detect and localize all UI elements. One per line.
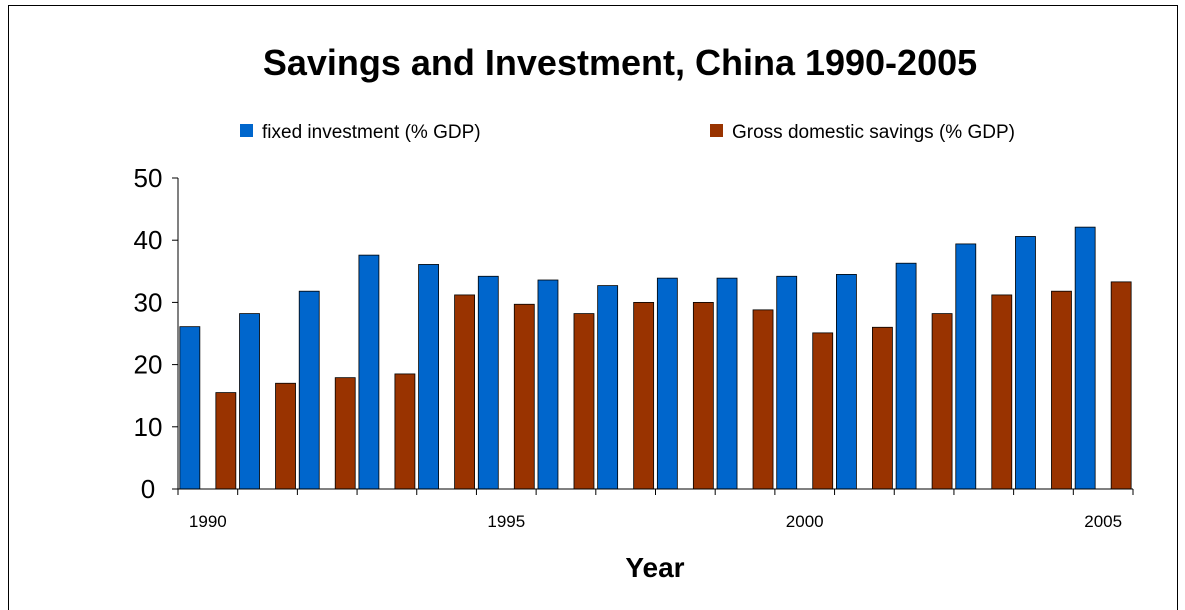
y-tick-label: 0 — [141, 474, 155, 504]
bar-gross-domestic-savings-2003 — [991, 294, 1013, 490]
bar-gross-domestic-savings-1998 — [692, 301, 714, 490]
y-axis: 0 10 20 30 40 50 — [134, 163, 179, 504]
legend: fixed investment (% GDP) Gross domestic … — [240, 122, 1015, 143]
bar-fixed-investment-1994 — [418, 264, 439, 490]
bar-gross-domestic-savings-1999 — [752, 309, 774, 490]
y-tick-label: 30 — [134, 287, 163, 317]
bar-gross-domestic-savings-2004 — [1051, 290, 1072, 490]
bar-fixed-investment-1993 — [358, 254, 380, 490]
bar-gross-domestic-savings-2002 — [931, 313, 953, 490]
x-tick-label: 2000 — [786, 512, 824, 531]
bar-gross-domestic-savings-2000 — [812, 332, 834, 490]
bar-fixed-investment-1991 — [239, 313, 260, 490]
bar-gross-domestic-savings-1995 — [513, 303, 535, 490]
x-tick-label: 1990 — [189, 512, 227, 531]
bar-gross-domestic-savings-1997 — [633, 301, 655, 490]
bar-fixed-investment-2000 — [776, 275, 798, 490]
legend-label-fixed-investment: fixed investment (% GDP) — [262, 122, 481, 143]
bar-fixed-investment-1996 — [537, 279, 559, 490]
bar-fixed-investment-2001 — [836, 274, 857, 490]
bar-gross-domestic-savings-1990 — [215, 392, 237, 490]
x-axis-label: Year — [625, 552, 684, 583]
bar-fixed-investment-2003 — [955, 243, 977, 490]
legend-swatch-gross-domestic-savings — [710, 124, 723, 137]
legend-swatch-fixed-investment — [240, 124, 253, 137]
bar-fixed-investment-1992 — [298, 290, 320, 490]
bar-gross-domestic-savings-1996 — [573, 313, 595, 490]
bar-fixed-investment-2004 — [1015, 236, 1036, 490]
x-tick-label: 2005 — [1084, 512, 1122, 531]
chart-frame — [8, 5, 1178, 610]
x-axis: 1990 1995 2000 2005 — [177, 488, 1134, 531]
bar-fixed-investment-1999 — [716, 277, 738, 490]
bar-gross-domestic-savings-2001 — [872, 326, 893, 490]
bar-gross-domestic-savings-1994 — [454, 294, 475, 490]
bar-fixed-investment-1995 — [477, 275, 499, 490]
x-tick-label: 1995 — [487, 512, 525, 531]
bar-fixed-investment-1998 — [656, 277, 678, 490]
bar-fixed-investment-1990 — [179, 326, 201, 490]
bar-gross-domestic-savings-1992 — [334, 377, 356, 490]
y-tick-label: 10 — [134, 412, 163, 442]
bar-gross-domestic-savings-1993 — [394, 373, 416, 490]
bar-fixed-investment-1997 — [597, 285, 619, 490]
legend-label-gross-domestic-savings: Gross domestic savings (% GDP) — [732, 122, 1015, 143]
bars — [179, 226, 1132, 490]
y-tick-label: 50 — [134, 163, 163, 193]
y-tick-label: 20 — [134, 350, 163, 380]
y-tick-label: 40 — [134, 225, 163, 255]
chart-title: Savings and Investment, China 1990-2005 — [263, 42, 977, 83]
bar-gross-domestic-savings-2005 — [1110, 281, 1132, 490]
bar-fixed-investment-2002 — [895, 262, 917, 490]
bar-gross-domestic-savings-1991 — [275, 382, 296, 490]
bar-fixed-investment-2005 — [1074, 226, 1096, 490]
